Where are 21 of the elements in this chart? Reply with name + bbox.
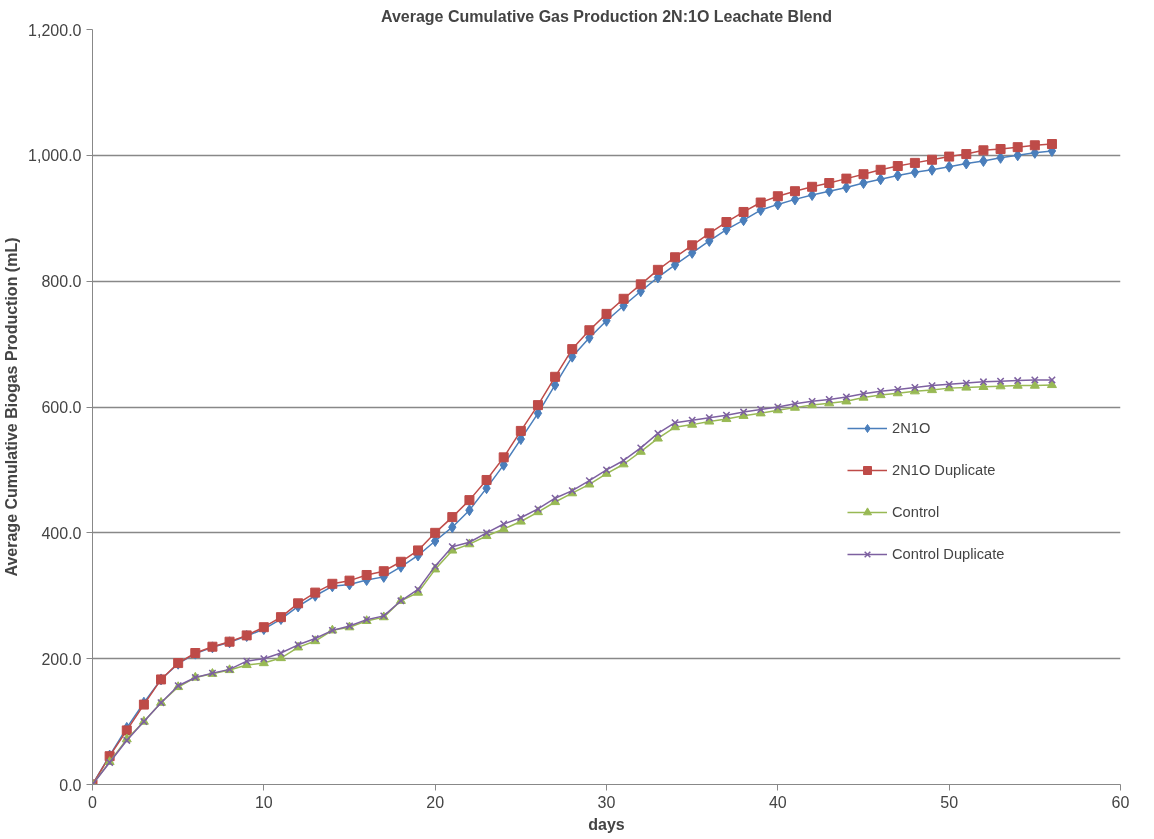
legend-label: 2N1O Duplicate [892,462,996,478]
y-tick-label: 1,000.0 [28,147,82,165]
legend-label: Control Duplicate [892,546,1005,562]
x-tick-label: 10 [254,793,273,811]
x-tick-label: 30 [597,793,616,811]
x-tick-label: 50 [940,793,959,811]
x-tick-label: 40 [768,793,787,811]
y-tick-label: 400.0 [41,524,82,542]
x-axis-title: days [588,815,625,833]
y-tick-label: 1,200.0 [28,21,82,39]
legend-label: Control [892,504,940,520]
x-tick-label: 60 [1111,793,1130,811]
y-axis-title: Average Cumulative Biogas Production (mL) [3,237,21,577]
x-tick-label: 20 [426,793,445,811]
y-tick-label: 200.0 [41,650,82,668]
chart-title: Average Cumulative Gas Production 2N:1O Leachate Blend [380,7,833,25]
legend-label: 2N1O [892,420,931,436]
y-tick-label: 800.0 [41,273,82,291]
y-tick-label: 600.0 [41,399,82,416]
y-tick-label: 0.0 [59,776,82,794]
x-tick-label: 0 [88,793,98,811]
